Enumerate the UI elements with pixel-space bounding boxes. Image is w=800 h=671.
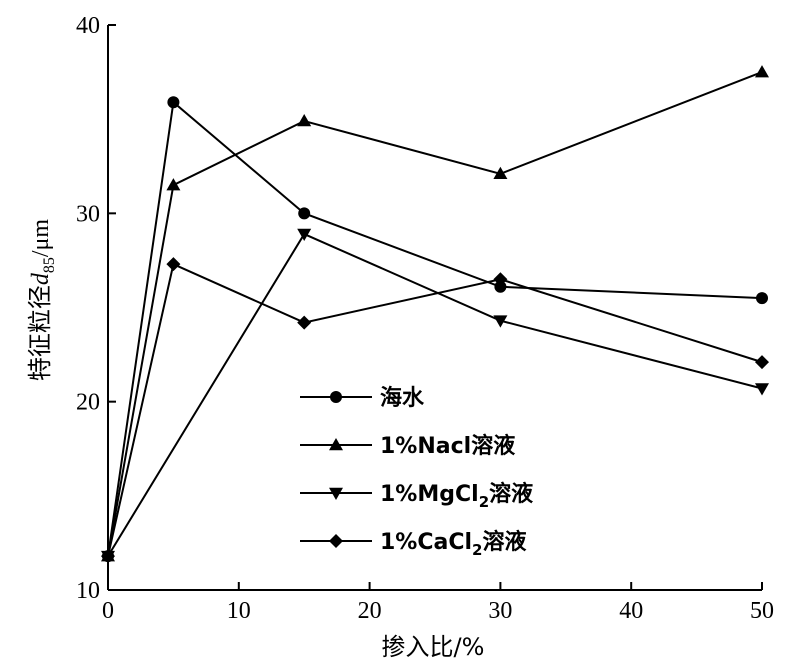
legend-marker-3 (329, 487, 343, 500)
series-4-point-5 (755, 355, 769, 370)
series-3-point-4 (755, 383, 769, 396)
legend-label-1: 海水 (380, 385, 425, 411)
series-3-point-3 (493, 315, 508, 328)
series-3 (101, 228, 769, 564)
legend-item-4: 1%CaCl2溶液 (300, 529, 526, 559)
series-4-point-4 (493, 272, 508, 287)
series-4-point-3 (297, 315, 312, 330)
x-tick-label-20: 20 (358, 598, 382, 624)
legend-label-3-prefix: 1%MgCl (380, 482, 479, 507)
legend-label-3: 1%MgCl2溶液 (380, 481, 533, 511)
legend-label-4: 1%CaCl2溶液 (380, 529, 526, 559)
legend-label-2: 1%Nacl溶液 (380, 433, 515, 459)
legend-item-1: 海水 (300, 385, 425, 411)
legend-item-2: 1%Nacl溶液 (300, 433, 515, 459)
legend-label-4-suffix: 溶液 (482, 529, 526, 555)
x-axis-title: 掺入比/% (382, 633, 485, 661)
legend-marker-1 (330, 391, 342, 403)
legend-label-1-prefix: 海水 (380, 385, 425, 411)
series-4-point-1 (101, 549, 115, 564)
y-axis-title-var: d (28, 272, 54, 285)
series-1-point-5 (756, 292, 768, 305)
legend-marker-2 (329, 438, 343, 451)
series-2-point-4 (493, 166, 508, 180)
series-4-point-2 (166, 257, 181, 272)
y-axis-title: 特征粒径d85/μm (26, 219, 58, 382)
series-2-point-3 (297, 114, 312, 127)
y-tick-label-40: 40 (76, 13, 100, 39)
series-3-point-2 (297, 228, 312, 242)
x-tick-label-40: 40 (619, 598, 643, 624)
series-2-point-2 (166, 178, 181, 191)
series-4 (101, 257, 769, 564)
series-1-point-3 (298, 207, 311, 220)
axes (107, 25, 762, 591)
series-3-line (107, 232, 763, 557)
y-tick-label-10: 10 (76, 578, 100, 604)
series-1 (102, 96, 768, 563)
x-tick-label-30: 30 (488, 598, 512, 624)
series-group (101, 65, 769, 564)
legend-marker-4 (329, 534, 343, 548)
y-axis-title-unit: /μm (28, 219, 54, 258)
legend-item-3: 1%MgCl2溶液 (300, 481, 533, 511)
x-tick-label-0: 0 (102, 598, 114, 624)
y-tick-label-20: 20 (76, 390, 100, 416)
y-tick-label-30: 30 (76, 201, 100, 227)
y-axis-title-main: 特征粒径 (26, 285, 54, 381)
x-tick-label-10: 10 (227, 598, 251, 624)
series-1-point-2 (167, 96, 180, 109)
series-2-point-5 (755, 65, 769, 78)
y-axis-title-sub: 85 (41, 257, 58, 273)
legend-label-3-sub: 2 (479, 493, 489, 511)
legend-label-2-prefix: 1%Nacl溶液 (380, 433, 515, 459)
legend-label-4-prefix: 1%CaCl (380, 530, 472, 555)
legend-label-4-sub: 2 (472, 541, 482, 559)
series-4-line (107, 262, 763, 557)
legend-label-3-suffix: 溶液 (489, 481, 533, 507)
x-tick-label-50: 50 (750, 598, 774, 624)
series-1-point-4 (494, 280, 507, 293)
series-2 (101, 65, 769, 562)
